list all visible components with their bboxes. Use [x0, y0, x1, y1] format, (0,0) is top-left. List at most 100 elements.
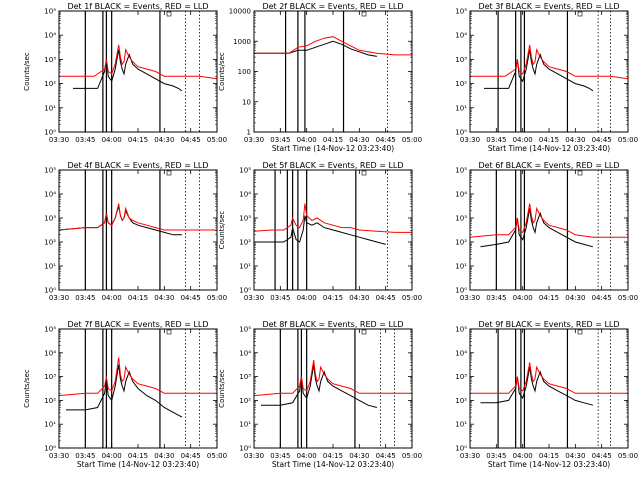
- y-tick-label: 10¹: [44, 263, 56, 271]
- y-tick-label: 10⁴: [44, 191, 56, 199]
- chart-panel-4: 03:30 03:45 04:00 04:15 04:30 04:45 05:00 10⁰ 10…: [44, 161, 227, 302]
- lld-series-line: [470, 44, 629, 80]
- lld-series-line: [58, 203, 217, 231]
- x-tick-label: 04:15: [539, 294, 559, 302]
- x-tick-label: 03:30: [460, 294, 480, 302]
- lld-series-line: [253, 359, 412, 397]
- y-tick-label: 10⁵: [44, 326, 56, 334]
- marker-box: [361, 11, 367, 17]
- x-tick-label: 04:00: [297, 294, 317, 302]
- y-tick-label: 10³: [455, 215, 467, 223]
- x-tick-label: 03:45: [75, 452, 95, 460]
- lld-series-line: [58, 357, 217, 397]
- x-tick-label: 05:00: [207, 136, 227, 144]
- x-tick-label: 04:15: [128, 294, 148, 302]
- y-tick-label: 10²: [44, 80, 56, 88]
- y-tick-label: 10⁵: [239, 167, 251, 175]
- x-axis-label: Start Time (14-Nov-12 03:23:40): [272, 144, 394, 153]
- events-series-line: [480, 208, 594, 248]
- y-tick-label: 10⁴: [239, 349, 251, 357]
- x-tick-label: 04:45: [181, 452, 201, 460]
- y-tick-label: 10⁴: [239, 191, 251, 199]
- plot-frame: [469, 10, 629, 133]
- y-axis-label: Counts/sec: [23, 369, 31, 408]
- y-tick-label: 10⁵: [455, 8, 467, 16]
- x-tick-label: 04:00: [102, 452, 122, 460]
- x-tick-label: 03:45: [75, 294, 95, 302]
- y-tick-label: 10¹: [455, 263, 467, 271]
- x-tick-label: 03:45: [486, 452, 506, 460]
- events-series-line: [261, 364, 378, 408]
- y-tick-label: 10⁵: [44, 167, 56, 175]
- y-tick-label: 100: [238, 68, 251, 76]
- x-tick-label: 03:45: [270, 452, 290, 460]
- events-series-line: [58, 205, 182, 236]
- y-tick-label: 10⁴: [455, 32, 467, 40]
- panel-title: Det 6f BLACK = Events, RED = LLD: [478, 161, 619, 170]
- plot-frame: [253, 328, 413, 449]
- x-tick-label: 03:30: [244, 136, 264, 144]
- x-tick-label: 03:45: [486, 294, 506, 302]
- x-tick-label: 03:45: [270, 294, 290, 302]
- events-series-line: [73, 49, 183, 92]
- chart-panel-1: 03:30 03:45 04:00 04:15 04:30 04:45 05:00 10⁰ 10…: [23, 2, 227, 144]
- y-tick-label: 10¹: [239, 263, 251, 271]
- x-tick-label: 04:30: [154, 452, 174, 460]
- events-series-line: [480, 367, 594, 406]
- x-tick-label: 04:15: [323, 136, 343, 144]
- x-tick-label: 04:15: [539, 452, 559, 460]
- y-tick-label: 10⁴: [44, 32, 56, 40]
- panel-title: Det 9f BLACK = Events, RED = LLD: [478, 320, 619, 329]
- x-tick-label: 04:00: [513, 136, 533, 144]
- x-tick-label: 05:00: [207, 294, 227, 302]
- x-tick-label: 04:30: [565, 136, 585, 144]
- chart-panel-3: 03:30 03:45 04:00 04:15 04:30 04:45 05:00 10⁰ 10…: [455, 2, 638, 153]
- y-tick-label: 10⁴: [455, 191, 467, 199]
- panel-title: Det 2f BLACK = Events, RED = LLD: [262, 2, 403, 11]
- x-tick-label: 04:45: [376, 136, 396, 144]
- x-tick-label: 04:15: [128, 136, 148, 144]
- y-tick-label: 10³: [455, 56, 467, 64]
- marker-box: [577, 170, 583, 176]
- x-tick-label: 04:15: [128, 452, 148, 460]
- x-tick-label: 04:30: [349, 294, 369, 302]
- lld-series-line: [470, 362, 628, 394]
- x-tick-label: 03:30: [49, 294, 69, 302]
- x-tick-label: 04:00: [513, 452, 533, 460]
- x-tick-label: 03:45: [486, 136, 506, 144]
- y-tick-label: 10⁰: [239, 287, 251, 295]
- y-tick-label: 10³: [455, 373, 467, 381]
- events-series-line: [254, 215, 386, 245]
- marker-box: [166, 11, 172, 17]
- panel-title: Det 8f BLACK = Events, RED = LLD: [262, 320, 403, 329]
- x-tick-label: 05:00: [402, 136, 422, 144]
- x-tick-label: 04:00: [513, 294, 533, 302]
- events-series-line: [254, 40, 377, 57]
- y-tick-label: 10⁵: [455, 167, 467, 175]
- y-tick-label: 10²: [455, 397, 467, 405]
- panel-title: Det 1f BLACK = Events, RED = LLD: [67, 2, 208, 11]
- x-tick-label: 03:45: [75, 136, 95, 144]
- x-tick-label: 05:00: [402, 294, 422, 302]
- x-tick-label: 04:15: [323, 452, 343, 460]
- y-tick-label: 10²: [44, 239, 56, 247]
- y-tick-label: 10⁰: [44, 287, 56, 295]
- x-tick-label: 04:45: [376, 452, 396, 460]
- y-tick-label: 10⁰: [239, 445, 251, 453]
- y-tick-label: 10²: [455, 239, 467, 247]
- y-tick-label: 10⁵: [455, 326, 467, 334]
- x-tick-label: 04:30: [349, 452, 369, 460]
- x-tick-label: 03:30: [460, 452, 480, 460]
- y-tick-label: 10⁴: [44, 349, 56, 357]
- panel-title: Det 3f BLACK = Events, RED = LLD: [478, 2, 619, 11]
- y-axis-label: Counts/sec: [218, 369, 226, 408]
- panel-title: Det 4f BLACK = Events, RED = LLD: [67, 161, 208, 170]
- x-tick-label: 05:00: [618, 136, 638, 144]
- y-tick-label: 10¹: [44, 421, 56, 429]
- x-tick-label: 03:45: [270, 136, 290, 144]
- y-tick-label: 10⁰: [455, 129, 467, 137]
- x-tick-label: 04:30: [349, 136, 369, 144]
- chart-panel-5: 03:30 03:45 04:00 04:15 04:30 04:45 05:00 10⁰ 10…: [218, 161, 422, 302]
- plot-frame: [469, 169, 629, 291]
